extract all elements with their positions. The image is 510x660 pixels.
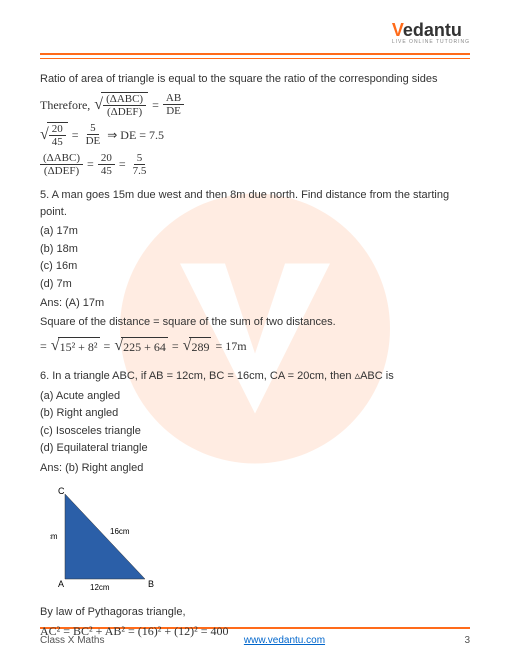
eq1-rd: DE — [163, 105, 184, 117]
eq3-md: 45 — [98, 165, 115, 177]
q5-cc: 289 — [189, 337, 211, 356]
question-6: 6. In a triangle ABC, if AB = 12cm, BC =… — [40, 368, 470, 640]
q5-options: (a) 17m (b) 18m (c) 16m (d) 7m — [40, 223, 470, 292]
tri-ca: 20cm — [50, 532, 58, 541]
q6-eq: AC² = BC² + AB² = (16)² + (12)² = 400 — [40, 622, 470, 640]
q6-text: 6. In a triangle ABC, if AB = 12cm, BC =… — [40, 368, 470, 385]
q5-opt-b: (b) 18m — [40, 241, 470, 258]
eq3-ld: (ΔDEF) — [41, 165, 82, 177]
logo-rest: edantu — [403, 20, 462, 40]
body: Ratio of area of triangle is equal to th… — [40, 71, 470, 640]
eq3: (ΔABC)(ΔDEF) = 2045 = 57.5 — [40, 152, 470, 177]
eq3-mn: 20 — [98, 152, 115, 165]
eq1-rn: AB — [163, 92, 184, 105]
eq2-rd: DE — [83, 135, 104, 147]
header-rule-1 — [40, 53, 470, 55]
q5-answer: Ans: (A) 17m — [40, 295, 470, 312]
tri-b: B — [148, 579, 154, 589]
eq2-rn: 5 — [87, 122, 99, 135]
header-rule-2 — [40, 58, 470, 59]
q5-calc: = 15² + 8² = 225 + 64 = 289 = 17m — [40, 334, 470, 358]
eq2-ld: 45 — [49, 136, 66, 148]
eq3-rd: 7.5 — [130, 165, 150, 177]
q6-opt-d: (d) Equilateral triangle — [40, 440, 470, 457]
tri-a: A — [58, 579, 64, 589]
q5-opt-a: (a) 17m — [40, 223, 470, 240]
q5-ca: 15² + 8² — [58, 337, 100, 356]
logo-tagline: LIVE ONLINE TUTORING — [392, 39, 470, 45]
header: Vedantu LIVE ONLINE TUTORING — [40, 20, 470, 53]
q6-opt-b: (b) Right angled — [40, 405, 470, 422]
q6-opt-a: (a) Acute angled — [40, 388, 470, 405]
tri-ab: 12cm — [90, 583, 110, 592]
intro-line: Ratio of area of triangle is equal to th… — [40, 71, 470, 88]
q5-opt-c: (c) 16m — [40, 258, 470, 275]
eq3-ln: (ΔABC) — [40, 152, 83, 165]
q5-explain: Square of the distance = square of the s… — [40, 314, 470, 331]
eq2-result: ⇒ DE = 7.5 — [107, 126, 164, 144]
q6-law: By law of Pythagoras triangle, — [40, 604, 470, 621]
eq-therefore: Therefore, (ΔABC)(ΔDEF) = ABDE — [40, 92, 470, 118]
q5-cd: = 17m — [215, 337, 246, 355]
triangle-diagram: A B C 20cm 16cm 12cm — [50, 484, 470, 600]
eq2: 2045 = 5DE ⇒ DE = 7.5 — [40, 122, 470, 148]
q6-options: (a) Acute angled (b) Right angled (c) Is… — [40, 388, 470, 457]
tri-bc: 16cm — [110, 527, 130, 536]
eq1-ln: (ΔABC) — [103, 93, 146, 106]
eq2-ln: 20 — [49, 123, 66, 136]
eq1-ld: (ΔDEF) — [104, 106, 145, 118]
question-5: 5. A man goes 15m due west and then 8m d… — [40, 187, 470, 358]
q5-text: 5. A man goes 15m due west and then 8m d… — [40, 187, 470, 220]
q6-answer: Ans: (b) Right angled — [40, 460, 470, 477]
tri-c: C — [58, 486, 65, 496]
eq3-rn: 5 — [134, 152, 146, 165]
logo: Vedantu LIVE ONLINE TUTORING — [392, 20, 470, 45]
logo-first-letter: V — [392, 20, 403, 40]
q5-cb: 225 + 64 — [121, 337, 168, 356]
q5-opt-d: (d) 7m — [40, 276, 470, 293]
therefore-label: Therefore, — [40, 96, 90, 114]
q6-opt-c: (c) Isosceles triangle — [40, 423, 470, 440]
